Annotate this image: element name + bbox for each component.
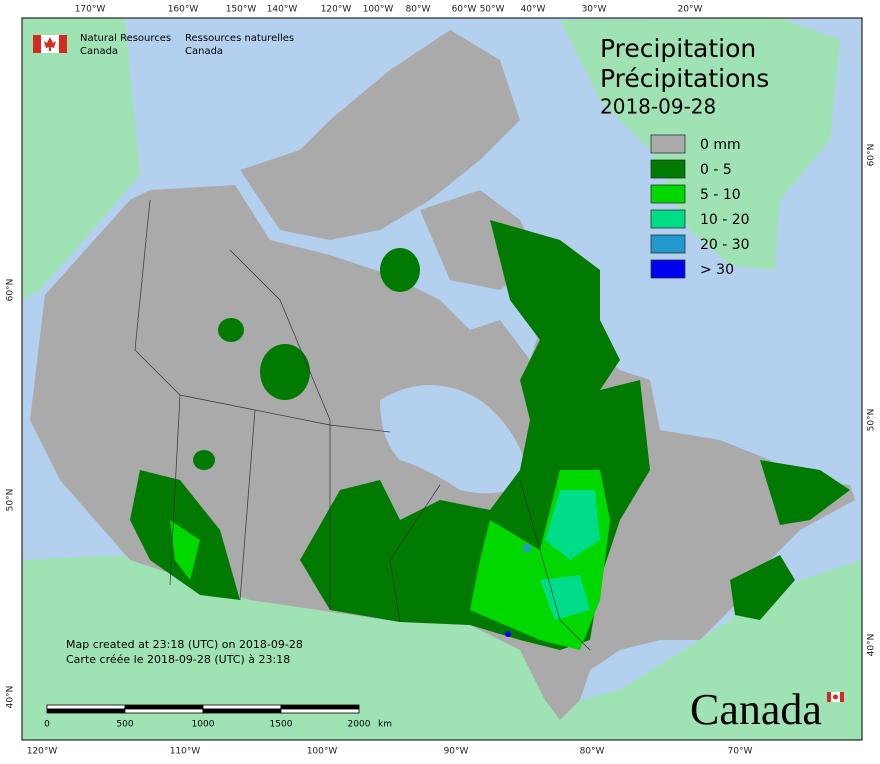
flag-bar: [827, 692, 831, 702]
precip-20-30: [523, 544, 531, 552]
boundary: [239, 409, 256, 601]
lon-label: 100°W: [363, 5, 394, 15]
boundary: [389, 484, 441, 623]
agency-en: Canada: [80, 46, 118, 57]
legend-label: 10 - 20: [700, 212, 750, 228]
legend-swatch: [650, 184, 686, 204]
lon-label: 100°W: [307, 747, 338, 757]
legend-swatch: [650, 134, 686, 154]
flag-bar: [840, 692, 844, 702]
note-en: Map created at 23:18 (UTC) on 2018-09-28: [66, 638, 303, 651]
maple-leaf: [44, 37, 56, 51]
usa: [22, 555, 862, 740]
hudson-bay: [380, 385, 530, 494]
scale-segment: [124, 704, 204, 710]
legend-label: > 30: [700, 262, 734, 278]
scale-segment: [46, 704, 126, 710]
precip-0-5-maritimes: [730, 555, 795, 620]
boundary: [519, 479, 591, 651]
alaska: [22, 18, 140, 300]
lon-label: 120°W: [321, 5, 352, 15]
legend: 0 mm 0 - 5 5 - 10 10 - 20 20 - 30 > 30: [650, 134, 750, 279]
title-en: Precipitation: [600, 34, 756, 63]
graticule-labels: 170°W 160°W 150°W 140°W 120°W 100°W 80°W 60°W 50…: [6, 5, 877, 757]
scale-label: 1000: [192, 720, 215, 730]
precip-5-10-west: [170, 520, 200, 580]
boundaries: [134, 199, 591, 651]
lon-label: 70°W: [728, 747, 753, 757]
scale-bar: 0 500 1000 1500 2000 km: [44, 704, 392, 730]
lon-label: 80°W: [580, 747, 605, 757]
legend-swatch: [650, 209, 686, 229]
canada-wordmark: Canada: [690, 685, 822, 734]
scale-segment: [202, 704, 282, 710]
map-area: [22, 18, 862, 740]
wordmark-flag: [827, 692, 844, 702]
boundary: [179, 394, 391, 433]
precip-over-30: [505, 631, 511, 637]
note-fr: Carte créée le 2018-09-28 (UTC) à 23:18: [66, 653, 290, 666]
scale-label: 0: [44, 720, 50, 730]
scale-label: 2000: [348, 720, 371, 730]
scale-segment: [202, 708, 282, 714]
map-date: 2018-09-28: [600, 95, 716, 119]
scale-segment: [280, 708, 360, 714]
precip-areas: [130, 220, 850, 650]
lat-label: 60°N: [867, 144, 877, 167]
lon-label: 40°W: [521, 5, 546, 15]
precip-0-5-spot: [193, 450, 215, 470]
agency-fr: Canada: [185, 46, 223, 57]
title-fr: Précipitations: [600, 64, 769, 93]
lon-label: 140°W: [267, 5, 298, 15]
scale-label: 1500: [270, 720, 293, 730]
legend-label: 20 - 30: [700, 237, 750, 253]
agency-en: Natural Resources: [80, 33, 171, 44]
lat-label: 50°N: [6, 489, 16, 512]
maple-leaf: [833, 694, 838, 700]
precip-10-20: [540, 575, 590, 620]
flag-bar: [59, 35, 67, 53]
lat-label: 50°N: [867, 409, 877, 432]
precip-0-5-spot: [218, 318, 244, 342]
legend-label: 5 - 10: [700, 187, 741, 203]
flag-bar: [33, 35, 41, 53]
lon-label: 120°W: [27, 747, 58, 757]
arctic-islands: [240, 30, 520, 240]
precip-0-5-lake: [260, 344, 310, 400]
lon-label: 30°W: [582, 5, 607, 15]
lon-label: 60°W: [452, 5, 477, 15]
legend-label: 0 mm: [700, 137, 741, 153]
greenland: [560, 18, 840, 270]
lat-label: 40°N: [867, 634, 877, 657]
lon-label: 50°W: [480, 5, 505, 15]
legend-label: 0 - 5: [700, 162, 732, 178]
lon-label: 170°W: [75, 5, 106, 15]
legend-swatch: [650, 234, 686, 254]
lon-label: 80°W: [406, 5, 431, 15]
agency-fr: Ressources naturelles: [185, 33, 294, 44]
lat-label: 40°N: [6, 686, 16, 709]
scale-segment: [46, 708, 126, 714]
precip-0-5-arctic: [380, 248, 420, 292]
map-frame: [21, 17, 863, 741]
boundary: [229, 249, 331, 610]
boundary: [134, 199, 181, 586]
lat-label: 60°N: [6, 279, 16, 302]
lon-label: 150°W: [226, 5, 257, 15]
legend-swatch: [650, 259, 686, 279]
scale-unit: km: [378, 720, 392, 730]
scale-segment: [280, 704, 360, 710]
lon-label: 110°W: [170, 747, 201, 757]
agency-signature: Natural Resources Canada Ressources natu…: [33, 33, 294, 57]
lon-label: 20°W: [678, 5, 703, 15]
precip-0-5-nfld: [760, 460, 850, 525]
scale-segment: [124, 708, 204, 714]
precip-10-20: [545, 490, 600, 560]
scale-label: 500: [116, 720, 133, 730]
legend-swatch: [650, 159, 686, 179]
lon-label: 160°W: [168, 5, 199, 15]
lon-label: 90°W: [444, 747, 469, 757]
